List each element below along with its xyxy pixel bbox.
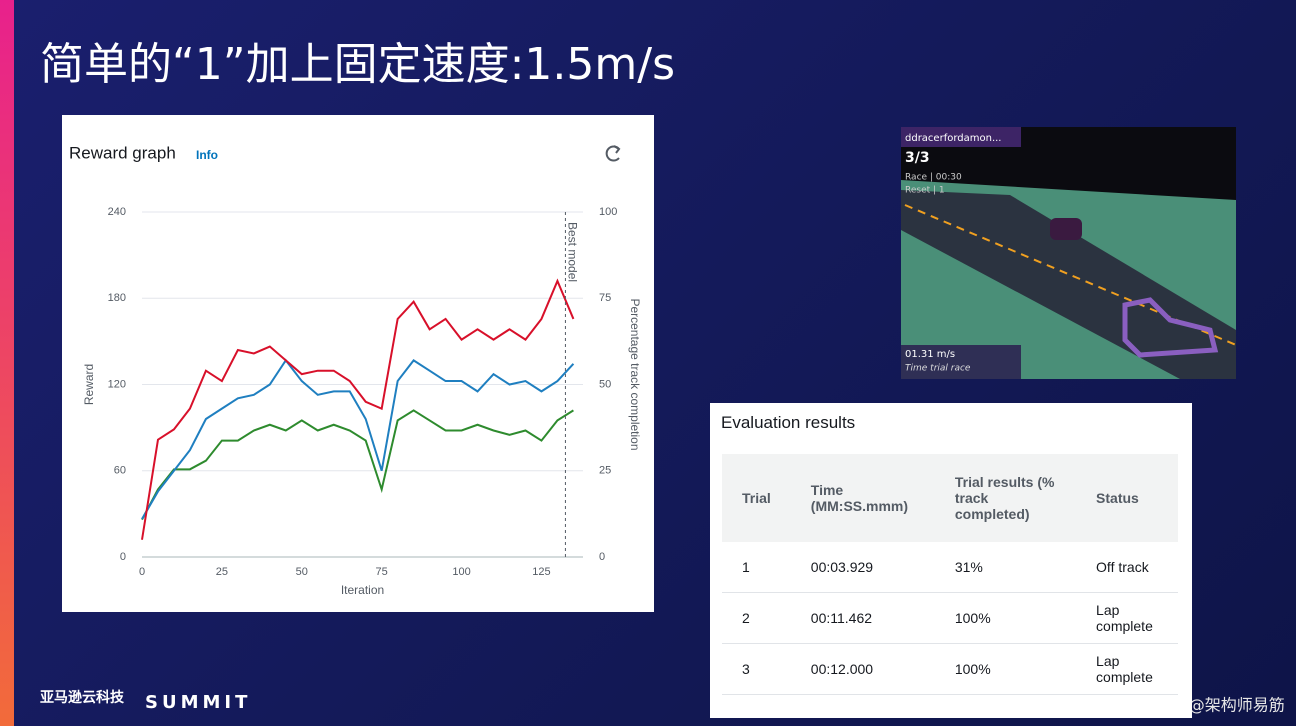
y2-axis-label: Percentage track completion — [628, 298, 642, 450]
table-cell: 00:03.929 — [790, 542, 935, 593]
reset-count: Reset | 1 — [905, 186, 945, 196]
y2-tick-label: 50 — [599, 378, 611, 390]
race-car — [1050, 218, 1082, 240]
brand: 亚马逊云科技 — [40, 689, 125, 706]
header-cell: Status — [1076, 454, 1178, 542]
y-tick-label: 240 — [108, 206, 126, 218]
y2-tick-label: 25 — [599, 465, 611, 477]
refresh-icon[interactable] — [605, 145, 621, 162]
data-line — [141, 358, 575, 520]
header-cell: Trial results (% track completed) — [934, 454, 1077, 542]
x-tick-label: 100 — [452, 566, 470, 578]
table-cell: Lap complete — [1076, 592, 1178, 644]
lap-counter: 3/3 — [905, 150, 930, 166]
header-cell: Trial — [722, 454, 791, 542]
event-name: SUMMIT — [145, 692, 251, 713]
table-cell: 3 — [722, 643, 791, 695]
table-cell: 1 — [722, 542, 791, 593]
y-tick-label: 0 — [120, 551, 126, 563]
table-row: 2 00:11.462 100% Lap complete — [722, 592, 1178, 644]
chart-panel — [62, 115, 654, 612]
header-row: Trial Time (MM:SS.mmm) Trial results (% tr… — [722, 454, 1178, 542]
race-mode: Time trial race — [905, 364, 971, 374]
x-tick-label: 25 — [216, 566, 228, 578]
table-cell: 100% — [934, 643, 1077, 695]
table-cell: 00:11.462 — [790, 592, 935, 644]
race-time: Race | 00:30 — [905, 173, 962, 183]
results-table: Trial Time (MM:SS.mmm) Trial results (% tr… — [722, 454, 1178, 695]
data-line — [141, 409, 574, 521]
best-model-label: Best model — [565, 222, 579, 282]
x-tick-label: 50 — [296, 566, 308, 578]
table-cell: 2 — [722, 592, 791, 644]
info-link[interactable]: Info — [196, 148, 218, 162]
x-tick-label: 75 — [376, 566, 388, 578]
y-tick-label: 120 — [108, 378, 126, 390]
table-title: Evaluation results — [721, 413, 856, 432]
x-tick-label: 0 — [139, 566, 145, 578]
table-row: 3 00:12.000 100% Lap complete — [722, 643, 1178, 695]
video-road — [901, 190, 1236, 379]
y-axis-label: Reward — [82, 364, 96, 405]
panel-title: Reward graph — [69, 143, 176, 162]
header-cell: Time (MM:SS.mmm) — [790, 454, 935, 542]
racer-badge — [901, 127, 1021, 147]
evaluation-panel: Evaluation results Trial Time (MM:SS.mmm)… — [710, 403, 1192, 718]
y2-tick-label: 0 — [599, 551, 605, 563]
x-axis-label: Iteration — [341, 583, 384, 597]
table-cell: Off track — [1076, 542, 1178, 593]
y2-tick-label: 75 — [599, 292, 611, 304]
y2-tick-label: 100 — [599, 206, 617, 218]
accent-stripe — [0, 0, 14, 726]
table-row: 1 00:03.929 31% Off track — [722, 542, 1178, 593]
speed-badge — [901, 345, 1021, 379]
table-cell: 00:12.000 — [790, 643, 935, 695]
x-tick-label: 125 — [532, 566, 550, 578]
table-cell: Lap complete — [1076, 643, 1178, 695]
track-minimap — [1122, 297, 1219, 358]
y-tick-label: 60 — [114, 465, 126, 477]
slide-title: 简单的“1”加上固定速度:1.5m/s — [40, 39, 675, 90]
data-line — [141, 278, 575, 540]
y-tick-label: 180 — [108, 292, 126, 304]
speed: 01.31 m/s — [905, 349, 955, 360]
table-cell: 31% — [934, 542, 1077, 593]
table-cell: 100% — [934, 592, 1077, 644]
racer-name: ddracerfordamon... — [905, 133, 1001, 144]
